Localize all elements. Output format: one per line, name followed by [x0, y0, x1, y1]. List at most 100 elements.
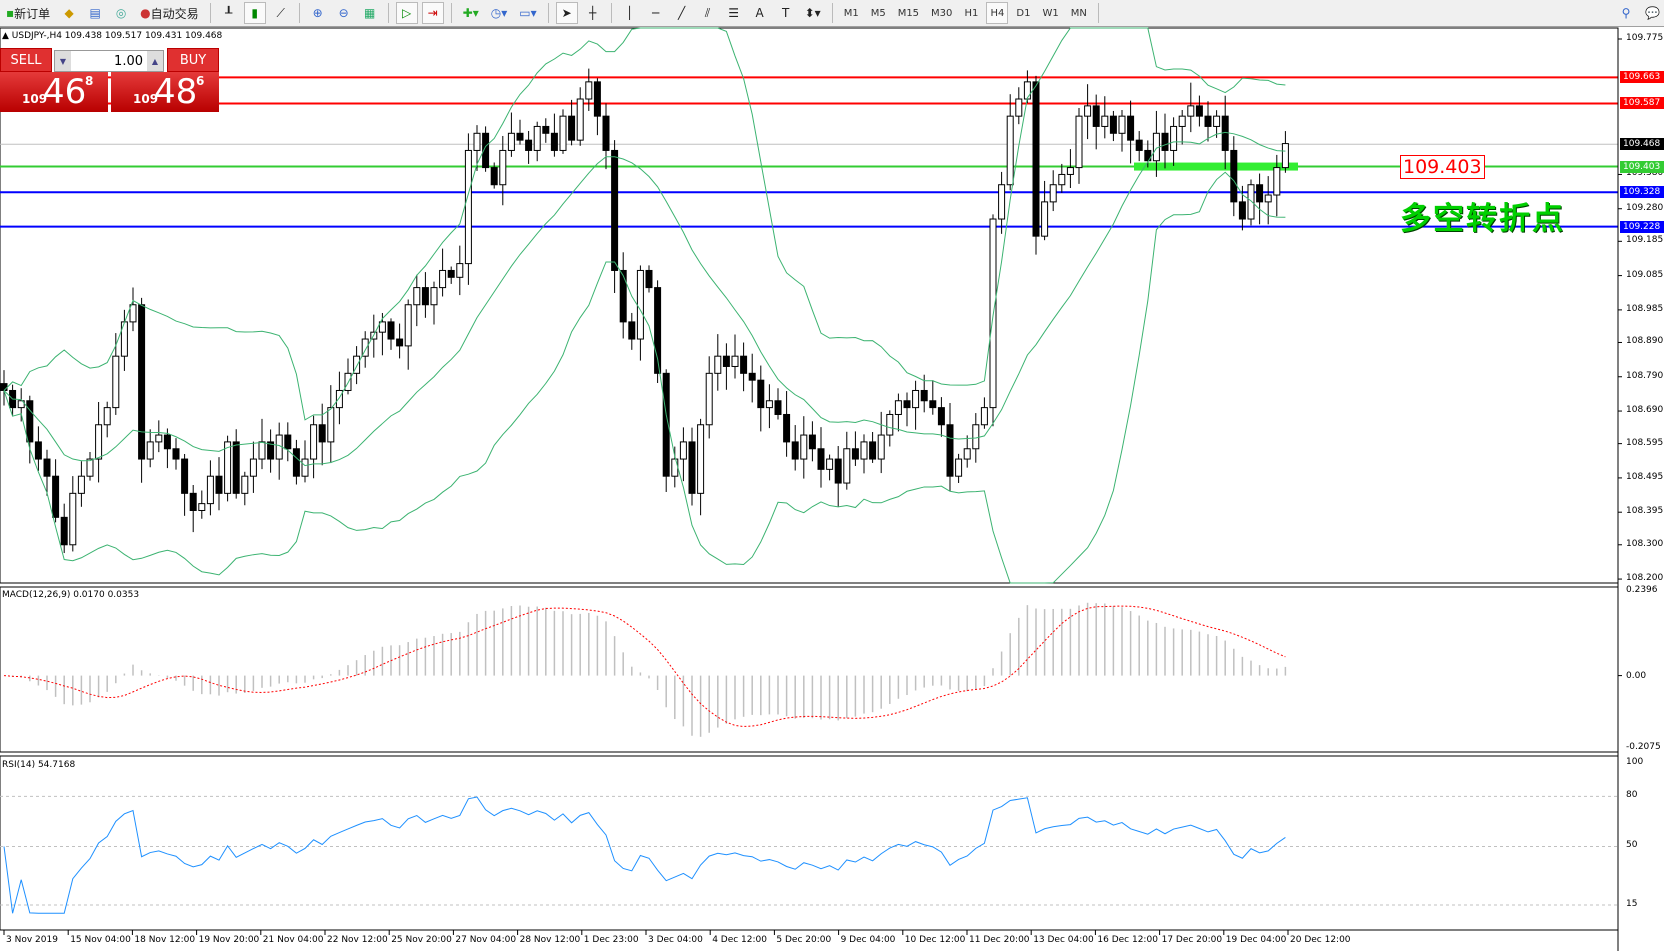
bull-candle [146, 441, 154, 460]
text-label-icon[interactable]: T [781, 6, 790, 20]
bull-candle [499, 149, 507, 186]
zoom-in-icon[interactable]: ⊕ [312, 6, 323, 20]
toolbar: ▪ 新订单 ◆ ▤ ◎ ● 自动交易 ┸ ▮ ⟋ ⊕ ⊖ ▦ ▷ ⇥ ✚▾ ◷▾ ▭… [0, 0, 1664, 27]
line-chart-icon[interactable]: ⟋ [276, 5, 285, 20]
history-center-icon[interactable]: ◆ [64, 6, 74, 20]
equidistant-channel-icon[interactable]: ⫽ [704, 5, 711, 20]
bull-candle [353, 355, 361, 374]
time-label: 9 Dec 04:00 [840, 935, 896, 945]
annotation-pivot-text[interactable]: 多空转折点 [1400, 201, 1565, 237]
bull-candle [1281, 143, 1289, 169]
bear-candle [791, 441, 799, 460]
bar-chart-icon[interactable]: ┸ [225, 6, 233, 20]
bull-candle [1075, 115, 1083, 169]
timeframe-mn[interactable]: MN [1070, 7, 1087, 19]
signals-icon[interactable]: ◎ [115, 6, 127, 20]
crosshair-icon[interactable]: ┼ [588, 6, 597, 20]
timeframe-m30[interactable]: M30 [931, 7, 953, 19]
price-tick: 108.300 [1626, 538, 1664, 549]
price-tick: 108.395 [1626, 506, 1664, 517]
bull-candle [697, 424, 705, 494]
bid-price[interactable]: 109 46 8 [0, 72, 108, 112]
metaeditor-icon[interactable]: ▤ [89, 6, 101, 20]
arrows-icon[interactable]: ⬍▾ [804, 6, 821, 20]
auto-scroll-icon[interactable]: ▷ [395, 2, 418, 24]
bull-candle [955, 458, 963, 477]
trendline-icon[interactable]: ╱ [677, 6, 686, 20]
search-icon[interactable]: ⚲ [1621, 6, 1631, 20]
candlestick-chart-icon[interactable]: ▮ [243, 2, 266, 24]
lot-increase-button[interactable]: ▲ [147, 51, 163, 71]
bear-candle [318, 424, 326, 443]
price-tick: 108.495 [1626, 471, 1664, 482]
bear-candle [619, 269, 627, 323]
price-tick: 108.790 [1626, 370, 1664, 381]
timeframe-m5[interactable]: M5 [870, 7, 886, 19]
lot-decrease-button[interactable]: ▼ [55, 51, 71, 71]
vertical-line-icon[interactable]: │ [625, 6, 634, 20]
sell-button[interactable]: SELL [0, 48, 52, 72]
bear-candle [172, 448, 180, 460]
time-label: 21 Nov 04:00 [262, 935, 324, 945]
chat-icon[interactable]: 💬 [1645, 6, 1660, 20]
bear-candle [1144, 149, 1152, 162]
lot-size-input[interactable]: ▼ 1.00 ▲ [54, 50, 164, 72]
horizontal-line-icon[interactable]: ─ [651, 6, 660, 20]
bull-candle [1066, 167, 1074, 175]
cursor-icon[interactable]: ➤ [555, 2, 578, 24]
timeframe-h1[interactable]: H1 [964, 7, 979, 19]
bollinger-lower-band [3, 171, 1286, 584]
bear-candle [490, 167, 498, 186]
time-label: 5 Dec 20:00 [776, 935, 832, 945]
bear-candle [645, 269, 653, 289]
timeframe-w1[interactable]: W1 [1042, 7, 1059, 19]
collapse-arrow-icon[interactable]: ▲ [2, 31, 12, 41]
auto-trading-button[interactable]: ● 自动交易 [140, 6, 199, 21]
timeframe-m15[interactable]: M15 [897, 7, 920, 19]
price-tick: 109.185 [1626, 235, 1664, 246]
time-label: 3 Dec 04:00 [648, 935, 703, 945]
bull-candle [1084, 105, 1092, 117]
buy-button[interactable]: BUY [167, 48, 219, 72]
bull-candle [1006, 115, 1014, 186]
text-icon[interactable]: A [755, 6, 764, 20]
level-price-label: 109.663 [1620, 71, 1664, 84]
bear-candle [568, 115, 576, 141]
fibonacci-icon[interactable]: ☰ [728, 6, 739, 20]
periods-icon[interactable]: ◷▾ [490, 6, 508, 20]
zoom-out-icon[interactable]: ⊖ [338, 6, 349, 20]
rsi-axis-80: 80 [1626, 790, 1638, 800]
bull-candle [1023, 81, 1031, 100]
timeframe-h4[interactable]: H4 [986, 2, 1009, 24]
rsi-label: RSI(14) 54.7168 [2, 760, 76, 770]
bull-candle [1213, 115, 1221, 127]
bear-candle [52, 475, 60, 518]
bull-candle [404, 304, 412, 347]
price-tick: 108.690 [1626, 405, 1664, 416]
rsi-line [3, 796, 1286, 914]
new-order-button[interactable]: ▪ 新订单 [6, 6, 51, 21]
bull-candle [129, 304, 137, 323]
annotation-price-label[interactable]: 109.403 [1400, 155, 1485, 179]
timeframe-d1[interactable]: D1 [1016, 7, 1031, 19]
bull-candle [198, 503, 206, 511]
bull-candle [86, 458, 94, 477]
rsi-axis-15: 15 [1626, 899, 1638, 909]
templates-icon[interactable]: ▭▾ [519, 6, 537, 20]
ask-price[interactable]: 109 48 6 [111, 72, 219, 112]
bull-candle [378, 321, 386, 333]
chart-shift-icon[interactable]: ⇥ [421, 2, 444, 24]
bear-candle [808, 434, 816, 450]
tile-windows-icon[interactable]: ▦ [363, 6, 376, 20]
bull-candle [224, 441, 232, 494]
bull-candle [826, 458, 834, 470]
bull-candle [155, 434, 163, 443]
indicators-icon[interactable]: ✚▾ [462, 6, 479, 20]
timeframe-m1[interactable]: M1 [843, 7, 859, 19]
time-label: 15 Nov 04:00 [70, 935, 131, 945]
bull-candle [559, 115, 567, 151]
level-price-label: 109.403 [1620, 160, 1664, 173]
bear-candle [774, 400, 782, 415]
time-label: 4 Dec 12:00 [712, 935, 767, 945]
